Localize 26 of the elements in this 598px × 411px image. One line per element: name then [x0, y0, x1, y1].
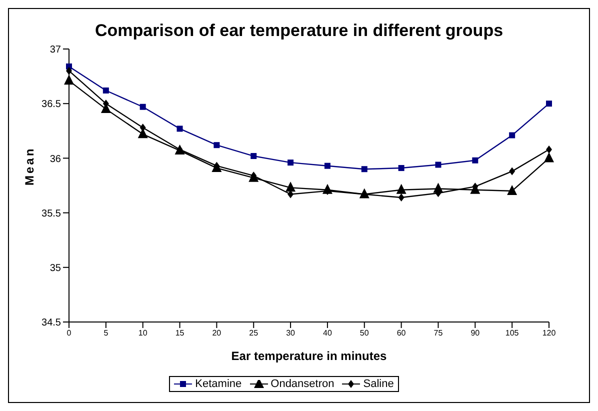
x-tick-label: 120 [542, 328, 556, 338]
x-tick-label: 90 [470, 328, 480, 338]
y-tick-label: 35.5 [42, 208, 62, 220]
y-tick-label: 34.5 [42, 318, 62, 329]
x-tick-label: 0 [66, 328, 72, 338]
y-tick-label: 35 [50, 262, 62, 274]
x-tick-label: 60 [396, 328, 406, 338]
y-tick-label: 36.5 [42, 99, 62, 110]
x-tick-label: 40 [323, 328, 332, 338]
x-tick-label: 50 [360, 328, 370, 338]
chart-title: Comparison of ear temperature in different groups [94, 21, 504, 41]
y-tick-label: 36 [50, 154, 62, 165]
x-tick-label: 25 [249, 328, 259, 338]
x-tick-label: 105 [505, 328, 520, 338]
legend-label: Saline [362, 378, 394, 390]
x-tick-label: 30 [286, 328, 296, 338]
x-tick-label: 5 [104, 328, 109, 338]
legend-label: Ketamine [194, 378, 242, 390]
y-axis-title: Mean [22, 146, 36, 186]
legend-label: Ondansetron [270, 378, 334, 390]
x-tick-label: 20 [212, 328, 222, 338]
x-tick-label: 15 [175, 328, 185, 338]
y-tick-label: 37 [50, 44, 62, 56]
x-tick-label: 10 [138, 328, 148, 338]
x-tick-label: 75 [434, 328, 444, 338]
x-axis-title: Ear temperature in minutes [231, 349, 388, 363]
